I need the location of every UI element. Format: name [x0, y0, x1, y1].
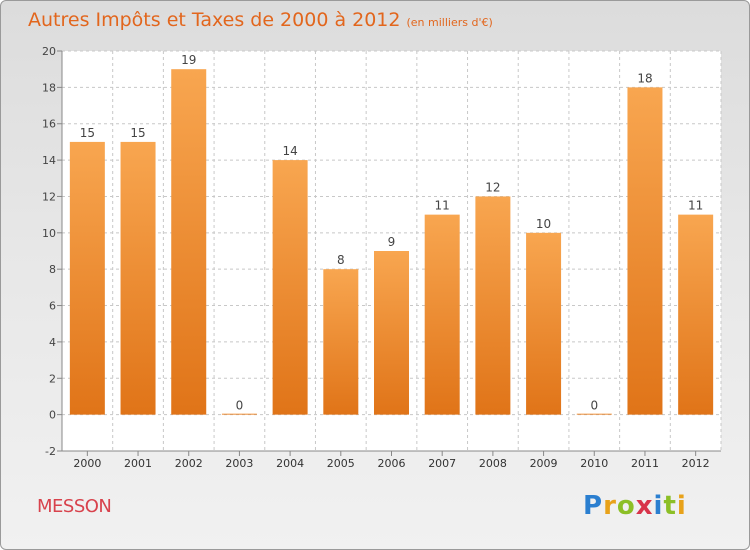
- chart-title-text: Autres Impôts et Taxes de 2000 à 2012: [28, 9, 401, 31]
- data-label-2007: 11: [435, 199, 450, 213]
- x-tick-label-2003: 2003: [225, 457, 253, 470]
- data-label-2003: 0: [236, 399, 244, 413]
- y-tick-label: 18: [42, 81, 56, 94]
- x-tick-label-2011: 2011: [631, 457, 659, 470]
- y-tick-label: 0: [49, 409, 56, 422]
- data-label-2000: 15: [80, 126, 95, 140]
- y-tick-label: 2: [49, 372, 56, 385]
- x-tick-label-2012: 2012: [682, 457, 710, 470]
- data-label-2001: 15: [130, 126, 145, 140]
- logo-letter: r: [603, 491, 617, 521]
- x-tick-label-2001: 2001: [124, 457, 152, 470]
- y-tick-label: 6: [49, 300, 56, 313]
- bar-2001: [120, 141, 156, 415]
- x-tick-label-2005: 2005: [327, 457, 355, 470]
- y-tick-label: 10: [42, 227, 56, 240]
- y-tick-label: 8: [49, 263, 56, 276]
- bar-2009: [526, 232, 562, 415]
- data-label-2012: 11: [688, 199, 703, 213]
- data-label-2008: 12: [485, 180, 500, 194]
- data-label-2005: 8: [337, 253, 345, 267]
- bar-2008: [475, 196, 511, 415]
- data-label-2004: 14: [282, 144, 297, 158]
- x-tick-label-2006: 2006: [378, 457, 406, 470]
- y-tick-label: 20: [42, 45, 56, 58]
- y-tick-label: 16: [42, 118, 56, 131]
- x-tick-label-2000: 2000: [73, 457, 101, 470]
- chart-title: Autres Impôts et Taxes de 2000 à 2012 (en…: [28, 9, 493, 31]
- commune-name: MESSON: [37, 496, 112, 517]
- logo-letter: P: [583, 491, 604, 521]
- data-label-2002: 19: [181, 53, 196, 67]
- data-label-2011: 18: [637, 71, 652, 85]
- y-tick-label: 12: [42, 190, 56, 203]
- x-tick-label-2002: 2002: [175, 457, 203, 470]
- logo-letter: o: [616, 491, 636, 521]
- y-tick-label: -2: [45, 445, 56, 458]
- bar-2012: [678, 214, 714, 415]
- bar-2007: [424, 214, 460, 415]
- chart-title-unit: (en milliers d'€): [406, 16, 493, 29]
- logo-letter: i: [676, 491, 687, 521]
- logo-letter: x: [635, 491, 654, 521]
- bar-2004: [272, 160, 308, 415]
- y-tick-label: 14: [42, 154, 56, 167]
- bar-2006: [374, 251, 409, 415]
- logo-letter: t: [663, 491, 677, 521]
- x-tick-label-2004: 2004: [276, 457, 304, 470]
- x-tick-label-2010: 2010: [580, 457, 608, 470]
- bar-2000: [69, 141, 105, 415]
- bar-2005: [323, 269, 359, 415]
- data-label-2006: 9: [388, 235, 396, 249]
- bar-2003: [221, 413, 257, 415]
- x-tick-label-2009: 2009: [530, 457, 558, 470]
- x-tick-label-2007: 2007: [428, 457, 456, 470]
- bar-2002: [171, 69, 207, 415]
- x-tick-label-2008: 2008: [479, 457, 507, 470]
- logo-letter: i: [653, 491, 664, 521]
- data-label-2010: 0: [590, 399, 598, 413]
- y-tick-label: 4: [49, 336, 56, 349]
- bar-2010: [576, 413, 612, 415]
- proxiti-logo: Proxiti: [583, 491, 687, 521]
- data-label-2009: 10: [536, 217, 551, 231]
- bar-2011: [627, 87, 663, 415]
